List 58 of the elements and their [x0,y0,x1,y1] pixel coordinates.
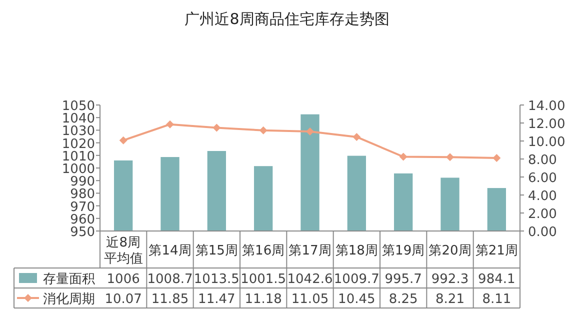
data-label: 1006 [106,272,140,287]
y2-tick-label: 14.00 [528,99,566,114]
point [446,153,454,162]
y-tick-label: 1040 [62,112,95,127]
y2-tick-label: 8.00 [528,153,557,168]
x-tick-label: 第21周 [475,244,518,258]
y2-tick-label: 12.00 [528,117,566,132]
y-tick-label: 950 [70,225,95,240]
data-label: 1009.7 [334,272,380,287]
point [306,128,314,136]
point [492,154,501,162]
point [119,136,128,144]
chart-title: 广州近8周商品住宅库存走势图 [184,10,390,28]
x-tick-label: 第15周 [195,244,238,258]
data-label: 1001.5 [240,272,286,287]
data-label: 11.85 [151,292,189,307]
data-label: 8.25 [388,292,418,307]
point [166,120,174,128]
x-tick-label: 第20周 [428,244,472,258]
data-label: 1042.6 [287,272,333,287]
y-tick-label: 1050 [62,99,95,114]
data-label: 10.45 [338,292,376,307]
data-label: 11.47 [198,292,236,307]
legend-label: 存量面积 [43,272,95,287]
data-label: 11.05 [291,292,329,307]
point [399,152,408,161]
data-label: 995.7 [384,272,422,287]
x-tick-label: 第19周 [382,244,425,258]
x-tick-label: 第14周 [148,244,192,258]
data-label: 984.1 [478,272,516,287]
point [212,124,221,132]
x-tick-label: 第17周 [288,244,332,258]
y-tick-label: 960 [70,212,95,228]
y-tick-label: 1020 [62,136,95,152]
y2-tick-label: 0.00 [528,225,557,240]
y2-tick-label: 2.00 [528,207,557,222]
data-label: 8.21 [436,292,464,307]
legend-label: 消化周期 [43,292,95,307]
y-tick-label: 980 [70,187,95,202]
data-label: 10.07 [104,292,142,307]
data-label: 8.11 [482,292,512,307]
data-label: 1008.7 [147,272,193,287]
y-tick-label: 1030 [62,124,95,140]
x-tick-label: 第18周 [335,244,378,258]
y-tick-label: 990 [70,174,95,190]
point [352,132,361,141]
data-label: 1013.5 [194,272,240,287]
x-tick-label: 近8周平均值 [104,236,143,266]
y2-tick-label: 6.00 [528,171,557,186]
y2-tick-label: 10.00 [528,135,566,150]
data-label: 11.18 [244,292,282,307]
x-tick-label: 第16周 [242,244,285,258]
y-tick-label: 970 [70,200,95,215]
point [259,126,268,134]
y-tick-label: 1000 [62,162,95,177]
y-tick-label: 1010 [62,149,95,164]
data-label: 992.3 [431,272,469,287]
y2-tick-label: 4.00 [528,189,557,204]
